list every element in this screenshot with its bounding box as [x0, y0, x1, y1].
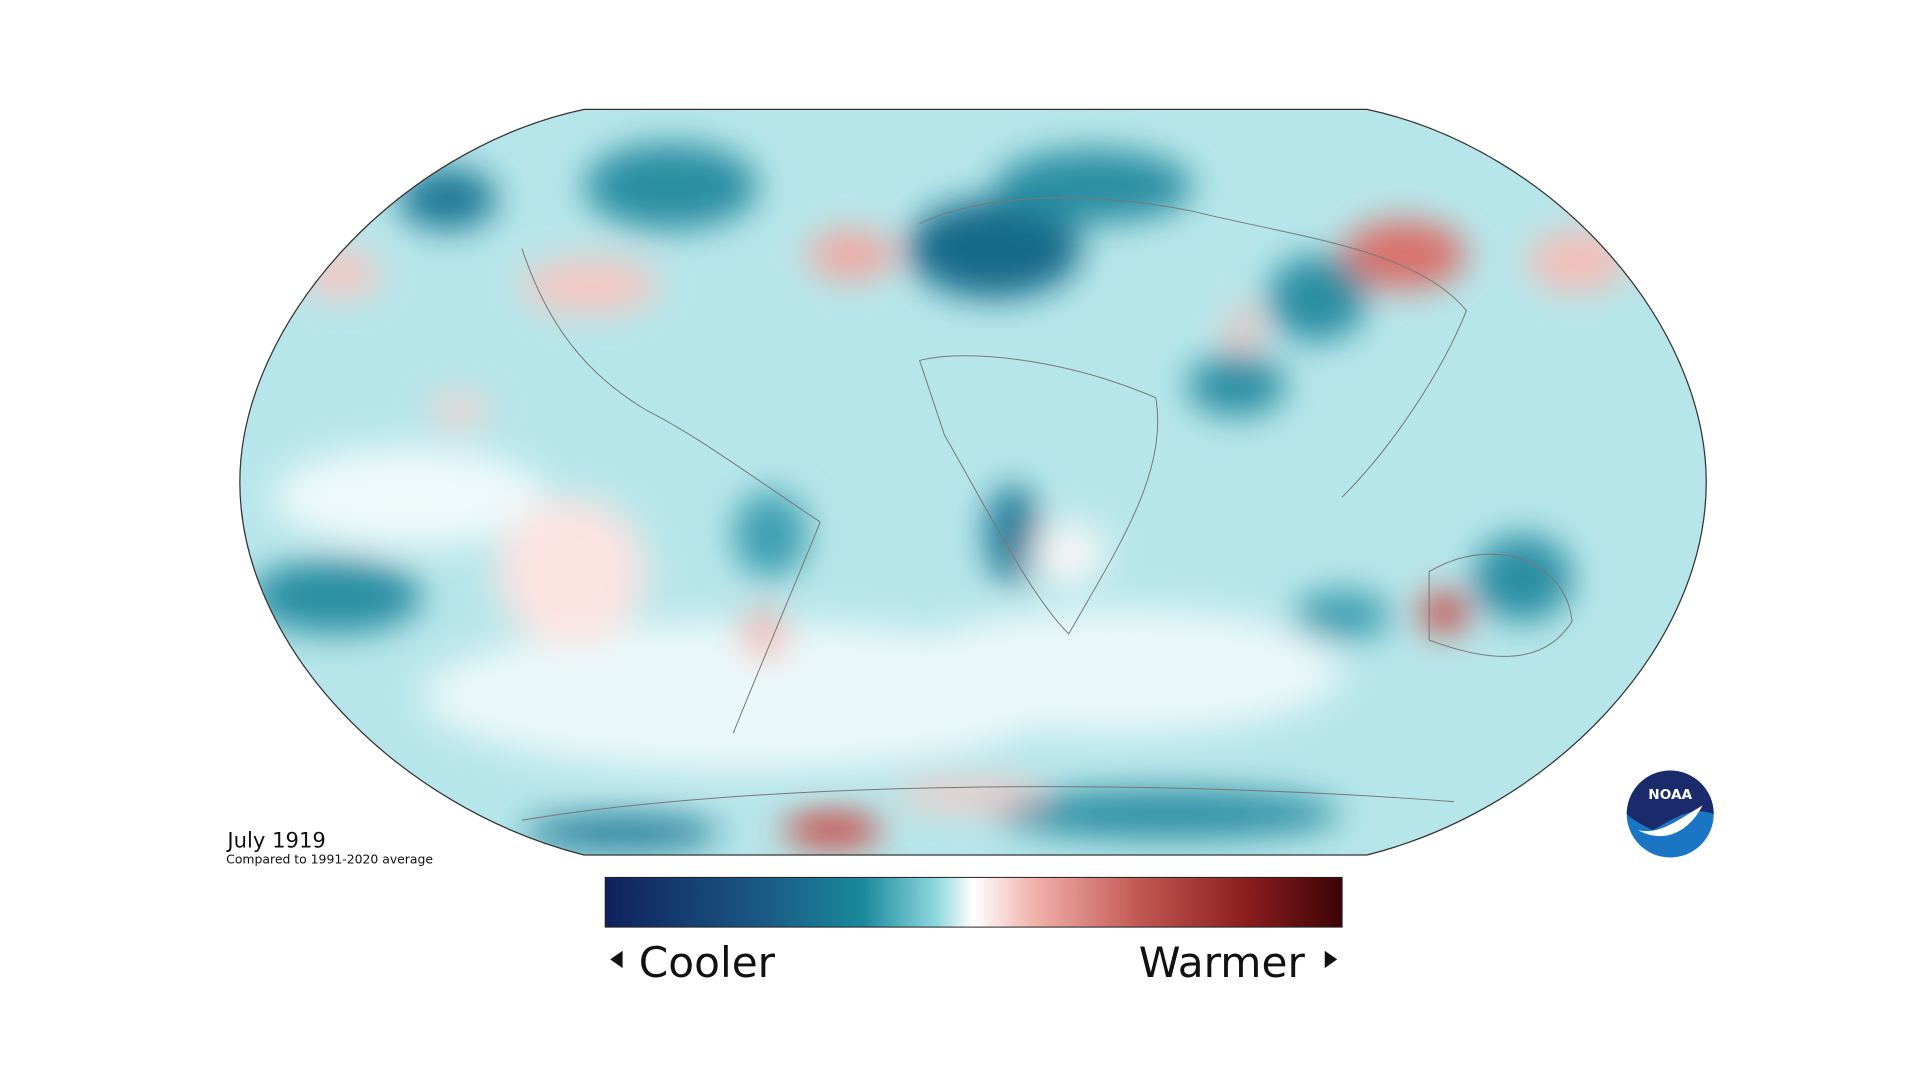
warmer-arrow — [1324, 950, 1338, 969]
warmer-label: Warmer — [1139, 938, 1306, 987]
map-outline — [239, 108, 1707, 856]
map-subtitle: Compared to 1991-2020 average — [226, 852, 433, 867]
anomaly-map — [239, 109, 1707, 856]
noaa-logo: NOAA — [1626, 770, 1714, 858]
coastlines — [521, 197, 1573, 821]
logo-text: NOAA — [1648, 787, 1692, 803]
cooler-arrow — [610, 950, 623, 969]
color-bar — [604, 876, 1343, 928]
cooler-label: Cooler — [639, 938, 776, 987]
map-title: July 1919 — [225, 828, 325, 853]
